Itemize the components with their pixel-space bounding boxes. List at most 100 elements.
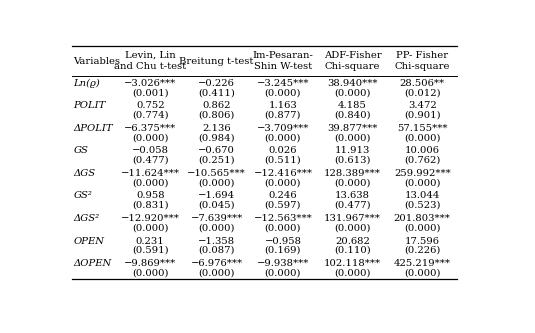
Text: (0.523): (0.523) — [404, 201, 440, 210]
Text: ΔPOLIT: ΔPOLIT — [73, 124, 113, 133]
Text: −3.709***: −3.709*** — [257, 124, 309, 133]
Text: 28.506**: 28.506** — [400, 79, 445, 88]
Text: 201.803***: 201.803*** — [394, 214, 450, 223]
Text: 2.136: 2.136 — [202, 124, 231, 133]
Text: (0.000): (0.000) — [265, 178, 301, 187]
Text: (0.001): (0.001) — [132, 88, 169, 97]
Text: POLIT: POLIT — [73, 101, 106, 110]
Text: (0.774): (0.774) — [132, 111, 169, 120]
Text: −0.670: −0.670 — [198, 146, 235, 155]
Text: (0.000): (0.000) — [198, 223, 235, 232]
Text: −7.639***: −7.639*** — [190, 214, 243, 223]
Text: (0.110): (0.110) — [334, 246, 371, 255]
Text: (0.597): (0.597) — [265, 201, 301, 210]
Text: (0.000): (0.000) — [265, 269, 301, 278]
Text: 0.752: 0.752 — [136, 101, 165, 110]
Text: 11.913: 11.913 — [335, 146, 370, 155]
Text: 17.596: 17.596 — [404, 236, 440, 245]
Text: (0.000): (0.000) — [132, 178, 169, 187]
Text: −3.245***: −3.245*** — [257, 79, 309, 88]
Text: (0.000): (0.000) — [334, 223, 371, 232]
Text: 10.006: 10.006 — [404, 146, 440, 155]
Text: 0.026: 0.026 — [269, 146, 297, 155]
Text: 102.118***: 102.118*** — [324, 259, 381, 268]
Text: −6.976***: −6.976*** — [190, 259, 242, 268]
Text: Variables: Variables — [73, 57, 120, 66]
Text: −9.938***: −9.938*** — [257, 259, 309, 268]
Text: (0.000): (0.000) — [265, 223, 301, 232]
Text: −3.026***: −3.026*** — [124, 79, 177, 88]
Text: Breitung t-test: Breitung t-test — [179, 57, 254, 66]
Text: (0.477): (0.477) — [132, 156, 169, 165]
Text: 38.940***: 38.940*** — [327, 79, 378, 88]
Text: (0.806): (0.806) — [198, 111, 235, 120]
Text: (0.226): (0.226) — [404, 246, 440, 255]
Text: (0.000): (0.000) — [334, 133, 371, 142]
Text: −12.920***: −12.920*** — [121, 214, 180, 223]
Text: 0.231: 0.231 — [136, 236, 165, 245]
Text: 131.967***: 131.967*** — [324, 214, 381, 223]
Text: (0.000): (0.000) — [132, 269, 169, 278]
Text: (0.000): (0.000) — [265, 88, 301, 97]
Text: (0.000): (0.000) — [404, 269, 440, 278]
Text: −9.869***: −9.869*** — [124, 259, 177, 268]
Text: (0.477): (0.477) — [334, 201, 371, 210]
Text: (0.877): (0.877) — [265, 111, 301, 120]
Text: OPEN: OPEN — [73, 236, 104, 245]
Text: (0.000): (0.000) — [404, 133, 440, 142]
Text: −0.226: −0.226 — [198, 79, 235, 88]
Text: (0.411): (0.411) — [198, 88, 235, 97]
Text: (0.000): (0.000) — [404, 223, 440, 232]
Text: (0.169): (0.169) — [265, 246, 301, 255]
Text: (0.000): (0.000) — [334, 269, 371, 278]
Text: (0.045): (0.045) — [198, 201, 235, 210]
Text: 425.219***: 425.219*** — [394, 259, 450, 268]
Text: (0.000): (0.000) — [334, 88, 371, 97]
Text: (0.511): (0.511) — [264, 156, 301, 165]
Text: 13.638: 13.638 — [335, 191, 370, 200]
Text: 0.958: 0.958 — [136, 191, 165, 200]
Text: (0.012): (0.012) — [404, 88, 440, 97]
Text: (0.000): (0.000) — [198, 178, 235, 187]
Text: (0.984): (0.984) — [198, 133, 235, 142]
Text: (0.831): (0.831) — [132, 201, 169, 210]
Text: 259.992***: 259.992*** — [394, 169, 450, 178]
Text: 20.682: 20.682 — [335, 236, 370, 245]
Text: (0.000): (0.000) — [132, 133, 169, 142]
Text: (0.000): (0.000) — [404, 178, 440, 187]
Text: −0.058: −0.058 — [132, 146, 169, 155]
Text: ΔOPEN: ΔOPEN — [73, 259, 112, 268]
Text: 1.163: 1.163 — [269, 101, 297, 110]
Text: −0.958: −0.958 — [264, 236, 301, 245]
Text: −6.375***: −6.375*** — [124, 124, 177, 133]
Text: −12.563***: −12.563*** — [254, 214, 312, 223]
Text: (0.762): (0.762) — [404, 156, 440, 165]
Text: (0.251): (0.251) — [198, 156, 235, 165]
Text: −10.565***: −10.565*** — [187, 169, 246, 178]
Text: (0.591): (0.591) — [132, 246, 169, 255]
Text: (0.087): (0.087) — [198, 246, 235, 255]
Text: 13.044: 13.044 — [404, 191, 440, 200]
Text: 0.862: 0.862 — [202, 101, 231, 110]
Text: (0.840): (0.840) — [334, 111, 371, 120]
Text: ΔGS²: ΔGS² — [73, 214, 100, 223]
Text: (0.613): (0.613) — [334, 156, 371, 165]
Text: 57.155***: 57.155*** — [397, 124, 447, 133]
Text: −1.694: −1.694 — [198, 191, 235, 200]
Text: PP- Fisher
Chi-square: PP- Fisher Chi-square — [394, 51, 450, 71]
Text: −1.358: −1.358 — [198, 236, 235, 245]
Text: 3.472: 3.472 — [408, 101, 437, 110]
Text: (0.901): (0.901) — [404, 111, 440, 120]
Text: Im-Pesaran-
Shin W-test: Im-Pesaran- Shin W-test — [253, 51, 314, 71]
Text: −12.416***: −12.416*** — [254, 169, 312, 178]
Text: 4.185: 4.185 — [338, 101, 367, 110]
Text: (0.000): (0.000) — [198, 269, 235, 278]
Text: −11.624***: −11.624*** — [121, 169, 180, 178]
Text: (0.000): (0.000) — [334, 178, 371, 187]
Text: GS: GS — [73, 146, 88, 155]
Text: ΔGS: ΔGS — [73, 169, 96, 178]
Text: (0.000): (0.000) — [132, 223, 169, 232]
Text: GS²: GS² — [73, 191, 93, 200]
Text: (0.000): (0.000) — [265, 133, 301, 142]
Text: 128.389***: 128.389*** — [324, 169, 381, 178]
